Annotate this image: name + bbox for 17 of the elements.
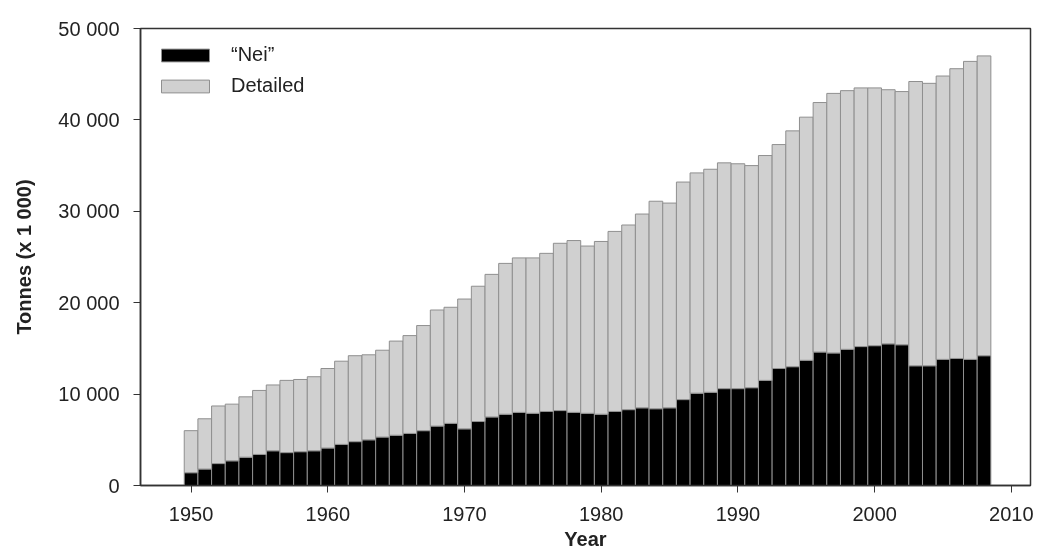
x-tick-label: 1950 — [168, 502, 214, 525]
y-axis-title: Tonnes (x 1 000) — [13, 179, 36, 335]
x-tick-label: 1980 — [578, 502, 624, 525]
x-tick-label: 1970 — [442, 502, 487, 525]
y-tick-label: 0 — [108, 474, 120, 497]
x-axis-title: Year — [564, 527, 607, 550]
x-tick-label: 1960 — [305, 502, 351, 525]
x-tick-label: 2010 — [989, 502, 1034, 525]
y-tick-label: 10 000 — [58, 383, 120, 406]
y-tick-label: 30 000 — [58, 200, 120, 223]
x-tick-label: 2000 — [852, 502, 897, 525]
legend-label: “Nei” — [231, 43, 275, 66]
legend-label: Detailed — [231, 74, 305, 97]
x-tick-label: 1990 — [715, 502, 761, 525]
y-tick-label: 40 000 — [58, 108, 120, 131]
y-tick-label: 50 000 — [58, 17, 120, 40]
y-tick-label: 20 000 — [58, 291, 120, 314]
